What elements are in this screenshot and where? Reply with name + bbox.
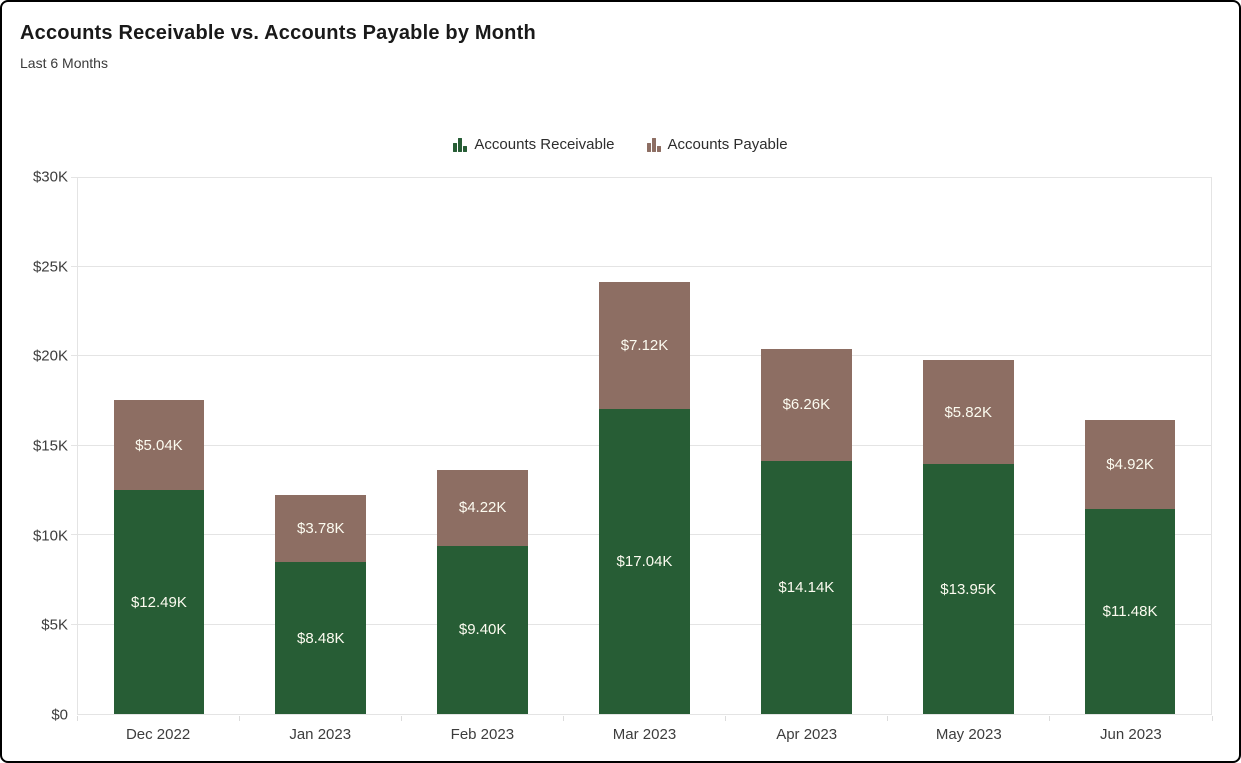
y-axis-tick-label: $0 [51,706,68,724]
bar-value-label: $6.26K [782,396,831,414]
gridline [71,265,1211,267]
x-axis-tick [725,716,727,721]
x-axis-category-label: Mar 2023 [612,726,677,743]
bar-segment-payable[interactable]: $4.22K [437,470,528,546]
bar-group: $4.92K $11.48K [1049,177,1211,714]
bar-segment-receivable[interactable]: $17.04K [599,408,690,714]
mini-bar-chart-icon [646,137,661,152]
bar-value-label: $7.12K [620,336,669,354]
legend-label: Accounts Receivable [474,135,615,153]
page-title: Accounts Receivable vs. Accounts Payable… [20,22,536,44]
y-axis-tick-label: $25K [32,258,68,276]
bar-value-label: $4.92K [1106,455,1154,473]
y-axis-tick-label: $15K [32,437,68,455]
page-subtitle: Last 6 Months [20,55,108,71]
bar-group: $6.26K $14.14K [725,177,887,714]
bar-segment-payable[interactable]: $6.26K [761,348,852,461]
bar-stack: $5.82K $13.95K [922,177,1014,714]
bar-segment-payable[interactable]: $5.04K [113,400,205,491]
y-axis-tick-label: $5K [41,616,68,634]
y-axis-tick-label: $20K [32,347,68,365]
x-axis-category-label: Dec 2022 [125,726,191,743]
x-axis-tick [1211,716,1213,721]
bar-value-label: $11.48K [1102,602,1158,620]
x-axis-labels: Dec 2022 Jan 2023 Feb 2023 Mar 2023 Apr 2023… [77,726,1212,743]
bar-stack: $7.12K $17.04K [599,177,690,714]
bar-value-label: $5.04K [135,436,183,454]
bar-value-label: $8.48K [297,629,345,647]
bar-group: $4.22K $9.40K [402,177,564,714]
legend-item-receivable[interactable]: Accounts Receivable [453,135,615,153]
x-axis-tick [238,716,240,721]
y-axis-tick-label: $10K [32,527,68,545]
plot-area: $5.04K $12.49K $3.78K $8.48K $4.22K $9.40K $7.… [71,176,1212,715]
x-axis-tick [562,716,564,721]
x-axis-category-label: May 2023 [935,726,1002,743]
legend-item-payable[interactable]: Accounts Payable [646,135,788,153]
bar-segment-receivable[interactable]: $14.14K [761,460,852,714]
bar-value-label: $4.22K [458,499,507,517]
bar-value-label: $12.49K [130,593,187,611]
x-axis-tick [400,716,402,721]
bar-value-label: $14.14K [778,578,835,596]
bar-group: $5.04K $12.49K [78,177,240,714]
bar-segment-payable[interactable]: $5.82K [922,360,1014,465]
bar-segment-receivable[interactable]: $8.48K [275,562,367,714]
x-axis-tick [887,716,889,721]
y-axis-tick-label: $30K [32,168,68,186]
bar-value-label: $17.04K [616,552,673,570]
bar-segment-payable[interactable]: $3.78K [275,494,367,563]
x-axis-category-label: Jan 2023 [289,726,352,743]
bar-value-label: $13.95K [940,580,997,598]
bar-value-label: $9.40K [458,621,507,639]
bar-stack: $4.92K $11.48K [1084,177,1176,714]
bar-stack: $5.04K $12.49K [113,177,205,714]
bar-group: $5.82K $13.95K [887,177,1049,714]
bar-value-label: $5.82K [944,403,992,421]
x-axis-tick [76,716,78,721]
x-axis-tick [1049,716,1051,721]
bar-stack: $6.26K $14.14K [761,177,852,714]
bar-segment-receivable[interactable]: $9.40K [437,545,528,714]
bars-layer: $5.04K $12.49K $3.78K $8.48K $4.22K $9.40K $7.… [78,177,1211,714]
legend-label: Accounts Payable [667,135,788,153]
x-axis-category-label: Jun 2023 [1100,726,1162,743]
x-axis-category-label: Apr 2023 [776,726,838,743]
bar-segment-receivable[interactable]: $12.49K [113,490,205,714]
bar-value-label: $3.78K [297,519,345,537]
bar-segment-receivable[interactable]: $13.95K [922,464,1014,714]
mini-bar-chart-icon [453,137,468,152]
bar-segment-payable[interactable]: $7.12K [599,281,690,409]
bar-stack: $4.22K $9.40K [437,177,528,714]
x-axis-category-label: Feb 2023 [450,726,515,743]
legend: Accounts Receivable Accounts Payable [2,131,1239,157]
gridline [71,176,1211,178]
bar-segment-payable[interactable]: $4.92K [1084,420,1176,509]
bar-stack: $3.78K $8.48K [275,177,367,714]
y-axis-labels: $0 $5K $10K $15K $20K $25K $30K [2,169,68,724]
bar-group: $3.78K $8.48K [240,177,402,714]
bar-segment-receivable[interactable]: $11.48K [1084,508,1176,714]
x-axis: Dec 2022 Jan 2023 Feb 2023 Mar 2023 Apr 2023… [76,716,1213,761]
bar-group: $7.12K $17.04K [564,177,726,714]
